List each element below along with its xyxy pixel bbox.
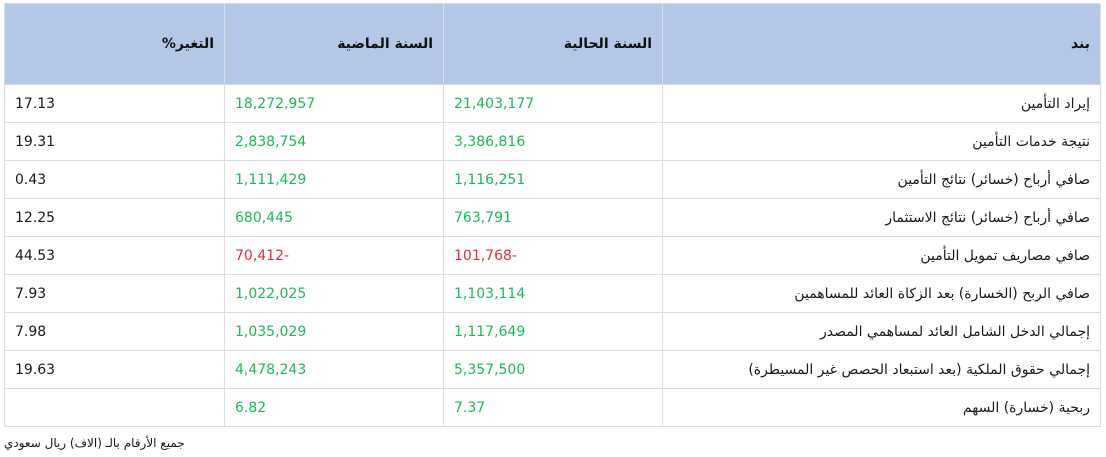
row-change-value: 7.93: [4, 274, 225, 313]
row-item-label: إجمالي الدخل الشامل العائد لمساهمي المصد…: [662, 312, 1101, 351]
table-row: إيراد التأمين 21,403,177 18,272,957 17.13: [4, 84, 1101, 123]
row-item-label: صافي الربح (الخسارة) بعد الزكاة العائد ل…: [662, 274, 1101, 313]
row-current-value: 763,791: [443, 198, 663, 237]
table-row: صافي مصاريف تمويل التأمين 101,768- 70,412-…: [4, 236, 1101, 275]
row-change-value: 7.98: [4, 312, 225, 351]
row-current-value: 21,403,177: [443, 84, 663, 123]
row-item-label: إيراد التأمين: [662, 84, 1101, 123]
row-current-value: 1,103,114: [443, 274, 663, 313]
row-change-value: 19.31: [4, 122, 225, 161]
row-change-value: 0.43: [4, 160, 225, 199]
row-previous-value: 1,111,429: [224, 160, 444, 199]
row-change-value: 17.13: [4, 84, 225, 123]
table-body: إيراد التأمين 21,403,177 18,272,957 17.13 نت…: [4, 84, 1101, 427]
row-current-value: 7.37: [443, 388, 663, 427]
table-row: صافي أرباح (خسائر) نتائج التأمين 1,116,25…: [4, 160, 1101, 199]
row-current-value: 1,117,649: [443, 312, 663, 351]
header-current-year[interactable]: السنة الحالية: [443, 3, 663, 85]
table-row: إجمالي حقوق الملكية (بعد استبعاد الحصص غ…: [4, 350, 1101, 389]
row-previous-value: 1,022,025: [224, 274, 444, 313]
row-previous-value: 680,445: [224, 198, 444, 237]
row-change-value: 12.25: [4, 198, 225, 237]
row-change-value: 19.63: [4, 350, 225, 389]
row-previous-value: 70,412-: [224, 236, 444, 275]
units-footnote: جميع الأرقام بالـ (الاف) ريال سعودي: [4, 436, 185, 450]
row-current-value: 101,768-: [443, 236, 663, 275]
row-current-value: 5,357,500: [443, 350, 663, 389]
row-previous-value: 1,035,029: [224, 312, 444, 351]
row-previous-value: 18,272,957: [224, 84, 444, 123]
row-previous-value: 4,478,243: [224, 350, 444, 389]
row-item-label: إجمالي حقوق الملكية (بعد استبعاد الحصص غ…: [662, 350, 1101, 389]
row-previous-value: 6.82: [224, 388, 444, 427]
row-item-label: صافي أرباح (خسائر) نتائج التأمين: [662, 160, 1101, 199]
table-row: نتيجة خدمات التأمين 3,386,816 2,838,754 19.…: [4, 122, 1101, 161]
row-change-value: 44.53: [4, 236, 225, 275]
table-header-row: بند السنة الحالية السنة الماضية التغير%: [4, 3, 1101, 85]
header-previous-year[interactable]: السنة الماضية: [224, 3, 444, 85]
row-change-value: [4, 388, 225, 427]
row-previous-value: 2,838,754: [224, 122, 444, 161]
row-item-label: صافي أرباح (خسائر) نتائج الاستثمار: [662, 198, 1101, 237]
row-current-value: 1,116,251: [443, 160, 663, 199]
financial-results-table: بند السنة الحالية السنة الماضية التغير% …: [4, 3, 1101, 427]
table-row: إجمالي الدخل الشامل العائد لمساهمي المصد…: [4, 312, 1101, 351]
row-item-label: نتيجة خدمات التأمين: [662, 122, 1101, 161]
row-current-value: 3,386,816: [443, 122, 663, 161]
table-row: صافي الربح (الخسارة) بعد الزكاة العائد ل…: [4, 274, 1101, 313]
header-change-percent[interactable]: التغير%: [4, 3, 225, 85]
row-item-label: ربحية (خسارة) السهم: [662, 388, 1101, 427]
row-item-label: صافي مصاريف تمويل التأمين: [662, 236, 1101, 275]
table-row: صافي أرباح (خسائر) نتائج الاستثمار 763,79…: [4, 198, 1101, 237]
table-row: ربحية (خسارة) السهم 7.37 6.82: [4, 388, 1101, 427]
header-item[interactable]: بند: [662, 3, 1101, 85]
